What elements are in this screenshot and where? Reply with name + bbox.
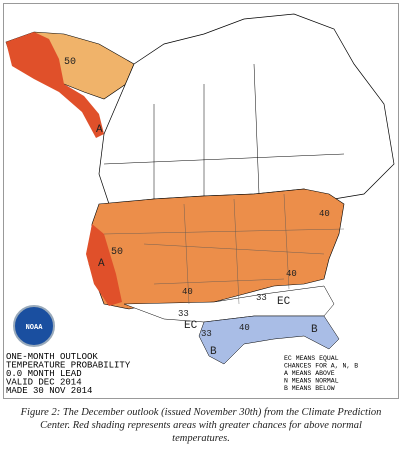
gulf-below: [198, 315, 340, 365]
alaska-red: [6, 32, 104, 138]
canada: [98, 13, 395, 205]
map-frame: NOAA 50 A 50 A 40 40 40 33 33 33 EC EC B B 40 ONE-MONTH…: [3, 3, 399, 399]
us-ec: [123, 285, 335, 323]
legend-line: CHANCES FOR A, N, B: [284, 363, 358, 370]
map: NOAA 50A50A404040333333ECECBB40ONE-MONTH…: [5, 13, 395, 396]
map-label: 50: [111, 247, 123, 258]
map-label: 40: [319, 209, 330, 219]
map-label: 33: [201, 329, 212, 339]
map-label: 50: [64, 57, 76, 68]
map-label: EC: [277, 296, 291, 308]
map-label: A: [96, 124, 103, 136]
map-label: 33: [178, 309, 189, 319]
legend-line: B MEANS BELOW: [284, 385, 335, 392]
map-label: B: [210, 346, 217, 358]
logo-text: NOAA: [26, 324, 44, 332]
caption: Figure 2: The December outlook (issued N…: [20, 407, 382, 444]
noaa-logo: [13, 305, 55, 347]
states: [103, 193, 345, 305]
map-label: 40: [239, 323, 250, 333]
outlook-line: ONE-MONTH OUTLOOK: [6, 352, 98, 362]
legend-line: A MEANS ABOVE: [284, 370, 335, 377]
california-red: [86, 224, 122, 306]
outlook-line: 0.0 MONTH LEAD: [6, 369, 82, 379]
map-label: 40: [286, 269, 297, 279]
outlook-line: VALID DEC 2014: [6, 378, 82, 388]
outlook-line: MADE 30 NOV 2014: [6, 386, 92, 396]
legend-line: EC MEANS EQUAL: [284, 355, 339, 362]
map-label: EC: [184, 320, 198, 332]
legend-line: N MEANS NORMAL: [284, 378, 339, 385]
map-label: 33: [256, 293, 267, 303]
provinces: [103, 63, 345, 199]
outlook-line: TEMPERATURE PROBABILITY: [6, 361, 131, 371]
map-label: B: [311, 324, 318, 336]
map-label: 40: [182, 287, 193, 297]
map-label: A: [98, 258, 105, 270]
